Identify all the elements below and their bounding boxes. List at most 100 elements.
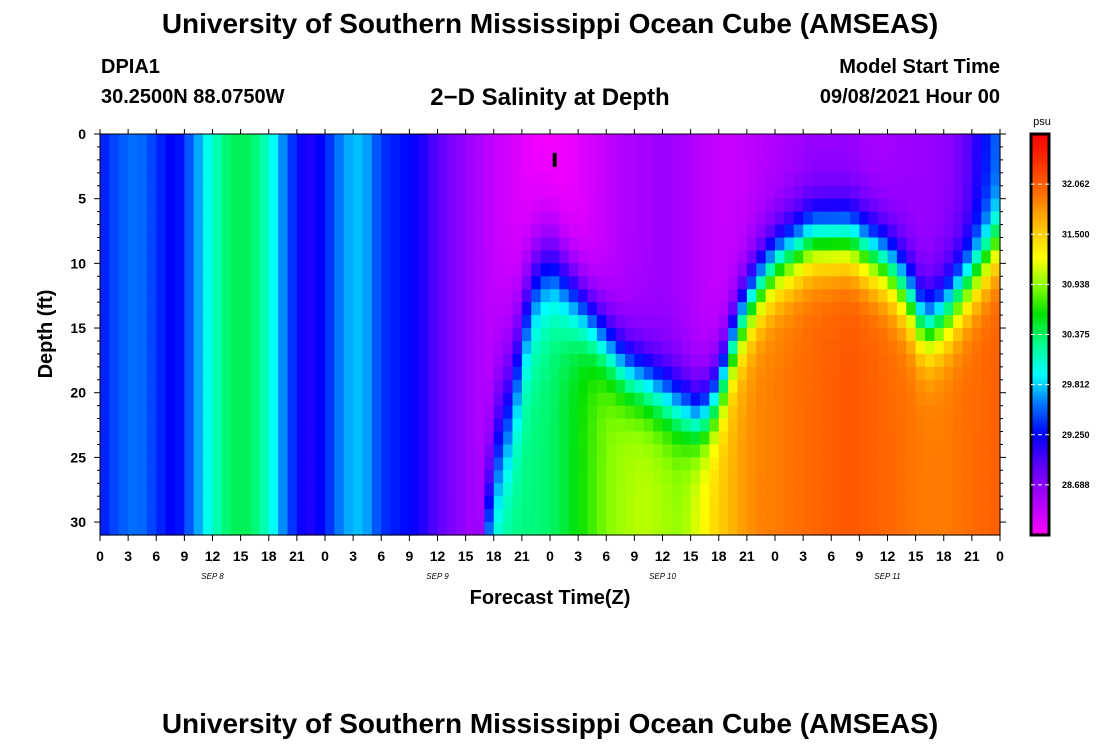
heatmap-cell — [934, 172, 945, 187]
heatmap-cell — [221, 211, 232, 226]
heatmap-cell — [146, 289, 157, 303]
heatmap-cell — [221, 315, 232, 329]
heatmap-cell — [343, 509, 354, 523]
heatmap-cell — [409, 457, 420, 471]
heatmap-cell — [728, 185, 739, 200]
heatmap-cell — [906, 496, 917, 510]
heatmap-cell — [287, 146, 298, 161]
heatmap-cell — [221, 276, 232, 290]
heatmap-cell — [512, 250, 523, 264]
heatmap-cell — [634, 224, 645, 239]
heatmap-cell — [100, 366, 110, 381]
heatmap-cell — [634, 392, 645, 407]
heatmap-cell — [400, 522, 410, 536]
heatmap-cell — [821, 483, 832, 497]
heatmap-cell — [559, 483, 570, 497]
heatmap-cell — [137, 328, 148, 342]
heatmap-cell — [615, 172, 626, 187]
heatmap-cell — [503, 276, 514, 290]
heatmap-cell — [203, 146, 214, 161]
heatmap-cell — [231, 276, 242, 290]
heatmap-cell — [690, 302, 701, 316]
heatmap-cell — [606, 276, 617, 290]
y-tick-label: 25 — [70, 449, 86, 465]
heatmap-cell — [193, 405, 204, 420]
heatmap-cell — [250, 159, 260, 174]
heatmap-cell — [718, 470, 729, 484]
heatmap-cell — [568, 457, 579, 471]
heatmap-cell — [362, 185, 373, 200]
x-tick-label: 12 — [655, 548, 671, 564]
heatmap-cell — [540, 224, 551, 239]
heatmap-cell — [521, 509, 532, 523]
heatmap-cell — [643, 159, 654, 174]
heatmap-cell — [128, 340, 139, 355]
heatmap-cell — [953, 224, 964, 239]
heatmap-cell — [943, 340, 954, 355]
heatmap-cell — [812, 522, 823, 536]
heatmap-cell — [221, 340, 232, 355]
heatmap-cell — [203, 328, 214, 342]
heatmap-cell — [100, 159, 110, 174]
heatmap-cell — [531, 522, 542, 536]
heatmap-cell — [118, 172, 129, 187]
heatmap-cell — [296, 353, 307, 368]
heatmap-cell — [587, 509, 598, 523]
heatmap-cell — [756, 496, 767, 510]
heatmap-cell — [793, 211, 804, 226]
heatmap-cell — [306, 211, 317, 226]
heatmap-cell — [146, 457, 157, 471]
heatmap-cell — [981, 392, 992, 407]
heatmap-cell — [971, 146, 982, 161]
heatmap-cell — [700, 172, 710, 187]
heatmap-cell — [662, 444, 673, 458]
heatmap-cell — [587, 134, 598, 148]
heatmap-cell — [925, 379, 935, 394]
heatmap-cell — [175, 379, 185, 394]
heatmap-cell — [175, 457, 185, 471]
marker — [552, 152, 557, 167]
heatmap-cell — [803, 470, 814, 484]
heatmap-cell — [784, 250, 795, 264]
heatmap-cell — [175, 237, 185, 252]
heatmap-cell — [981, 250, 992, 264]
heatmap-cell — [700, 276, 710, 290]
heatmap-cell — [221, 496, 232, 510]
heatmap-cell — [971, 302, 982, 316]
heatmap-cell — [156, 470, 167, 484]
heatmap-cell — [662, 340, 673, 355]
heatmap-cell — [165, 276, 176, 290]
heatmap-cell — [643, 328, 654, 342]
heatmap-cell — [615, 198, 626, 213]
heatmap-cell — [428, 211, 439, 226]
heatmap-cell — [925, 522, 935, 536]
heatmap-cell — [100, 263, 110, 277]
x-tick-label: 21 — [964, 548, 980, 564]
heatmap-cell — [343, 237, 354, 252]
heatmap-cell — [193, 289, 204, 303]
heatmap-cell — [278, 483, 289, 497]
heatmap-cell — [587, 431, 598, 446]
footer-title: University of Southern Mississippi Ocean… — [161, 708, 939, 739]
heatmap-cell — [428, 496, 439, 510]
heatmap-cell — [765, 172, 776, 187]
heatmap-cell — [887, 185, 898, 200]
heatmap-cell — [971, 224, 982, 239]
heatmap-cell — [278, 444, 289, 458]
heatmap-cell — [568, 211, 579, 226]
heatmap-cell — [990, 250, 1001, 264]
heatmap-cell — [128, 185, 139, 200]
heatmap-cell — [850, 289, 860, 303]
heatmap-cell — [653, 185, 664, 200]
heatmap-cell — [568, 366, 579, 381]
heatmap-cell — [221, 379, 232, 394]
heatmap-cell — [906, 185, 917, 200]
heatmap-cell — [175, 172, 185, 187]
heatmap-cell — [690, 431, 701, 446]
heatmap-cell — [400, 418, 410, 433]
heatmap-cell — [287, 366, 298, 381]
heatmap-cell — [690, 496, 701, 510]
heatmap-cell — [493, 483, 504, 497]
heatmap-cell — [868, 289, 879, 303]
heatmap-cell — [887, 276, 898, 290]
